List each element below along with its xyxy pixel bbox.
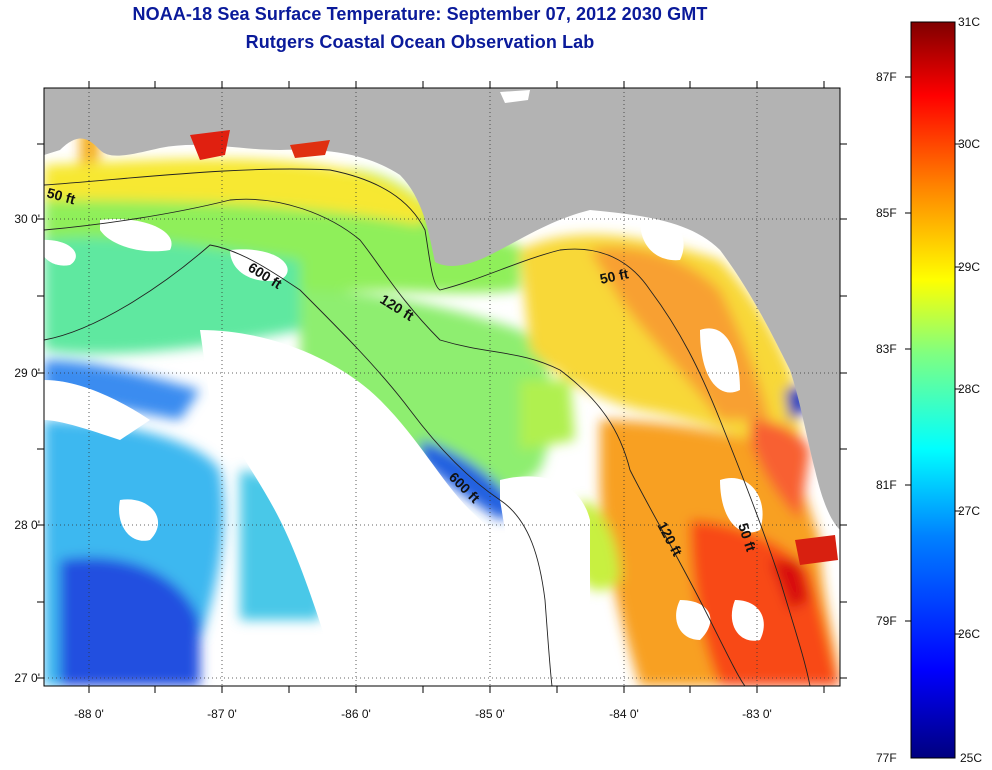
celsius-label: 26C [958,627,980,641]
inland-lake [500,90,530,103]
celsius-label: 25C [960,751,982,765]
no-data-patches [44,218,764,686]
bay-hot-patch [290,140,330,158]
axis-ticks [37,81,847,693]
bay-hot-patch [795,535,838,565]
plot-border [43,87,841,687]
bathymetry-contours [44,168,811,686]
celsius-label: 29C [958,260,980,274]
fahrenheit-label: 77F [876,751,897,765]
axis-labels: -88 0' -87 0' -86 0' -85 0' -84 0' -83 0… [14,212,771,721]
contour-label: 50 ft [598,265,630,287]
lat-tick-label: 30 0' [14,212,40,226]
bay-hot-patch [190,130,230,160]
colorbar [910,21,956,759]
colorbar-labels: 31C 30C 29C 28C 27C 26C 25C 87F 85F 83F … [876,15,982,765]
contour-label: 50 ft [45,184,77,207]
map-title: NOAA-18 Sea Surface Temperature: Septemb… [132,4,708,24]
sst-field [44,125,840,686]
fahrenheit-label: 81F [876,478,897,492]
celsius-label: 31C [958,15,980,29]
colorbar-ticks [905,76,961,635]
graticule [44,88,840,686]
celsius-label: 30C [958,137,980,151]
celsius-label: 27C [958,504,980,518]
lon-tick-label: -87 0' [207,707,237,721]
lon-tick-label: -88 0' [74,707,104,721]
lon-tick-label: -85 0' [475,707,505,721]
celsius-label: 28C [958,382,980,396]
fahrenheit-label: 87F [876,70,897,84]
lat-tick-label: 27 0' [14,671,40,685]
map-subtitle: Rutgers Coastal Ocean Observation Lab [245,32,595,52]
land-mass [44,88,840,530]
fahrenheit-label: 85F [876,206,897,220]
fahrenheit-label: 79F [876,614,897,628]
lat-tick-label: 29 0' [14,366,40,380]
lon-tick-label: -86 0' [341,707,371,721]
lat-tick-label: 28 0' [14,518,40,532]
lon-tick-label: -83 0' [742,707,772,721]
lon-tick-label: -84 0' [609,707,639,721]
fahrenheit-label: 83F [876,342,897,356]
